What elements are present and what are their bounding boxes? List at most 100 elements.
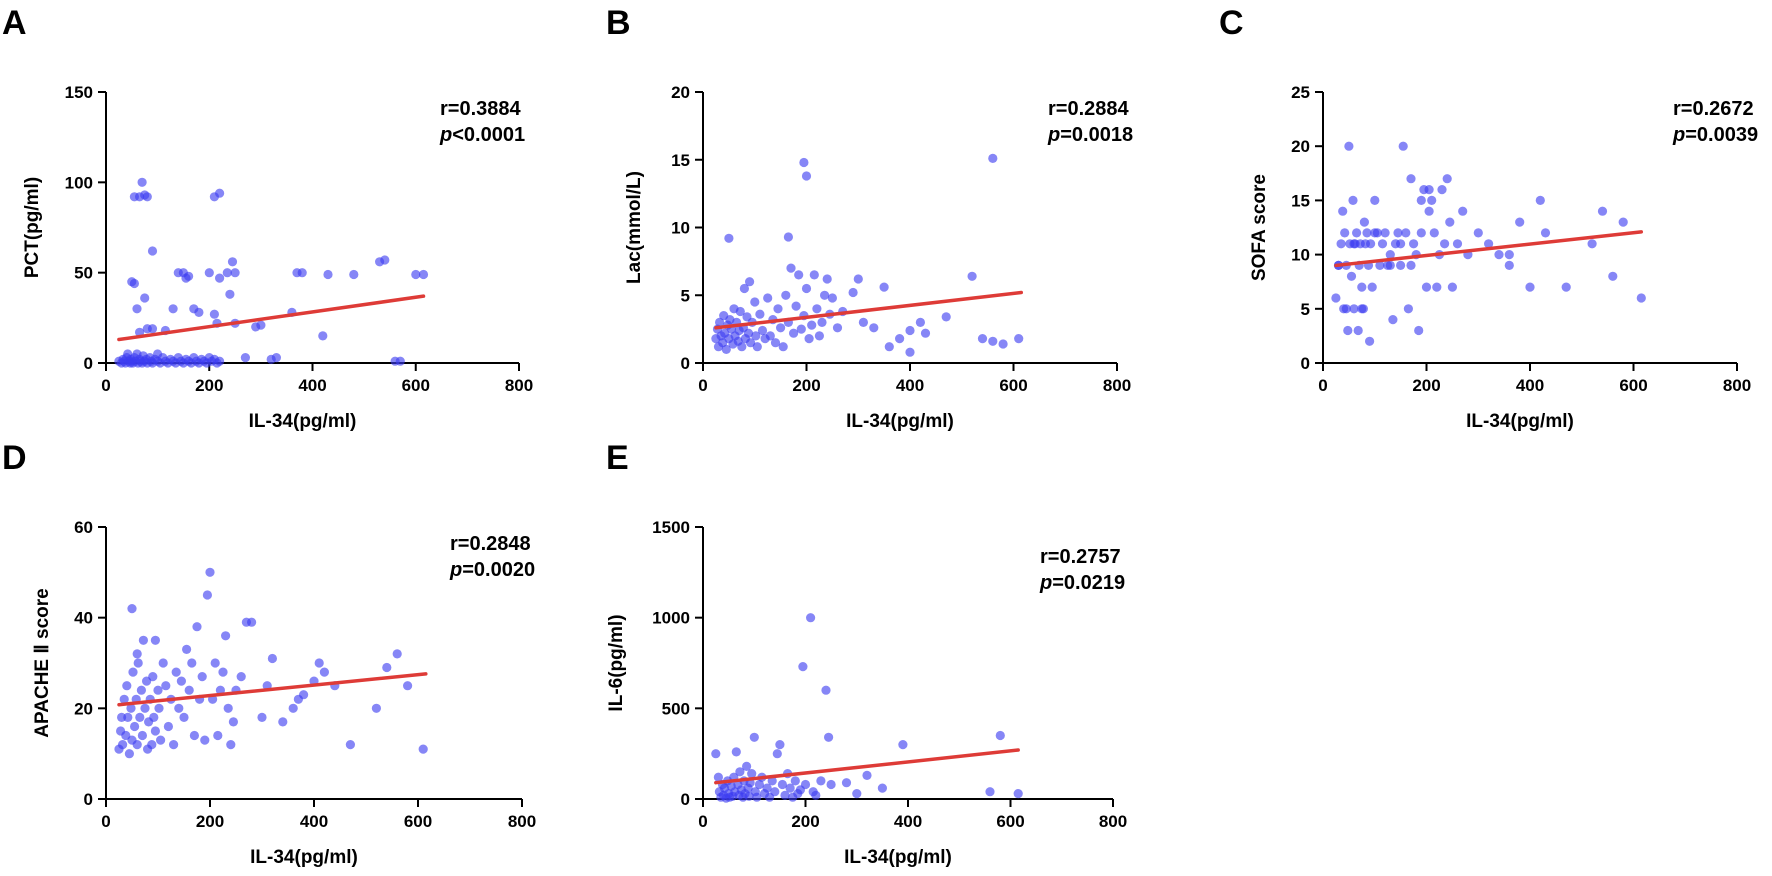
data-point <box>1398 141 1408 151</box>
y-tick-label: 40 <box>74 609 93 628</box>
r-value: r=0.2757 <box>1040 546 1121 568</box>
data-point <box>236 672 246 682</box>
data-point <box>1357 282 1367 292</box>
data-point <box>138 635 148 645</box>
x-axis-label: IL-34(pg/ml) <box>1466 411 1574 432</box>
data-point <box>1331 293 1341 303</box>
data-point <box>1362 228 1372 238</box>
data-point <box>735 306 745 317</box>
data-point <box>210 658 220 668</box>
data-point <box>1442 174 1452 184</box>
data-point <box>811 790 821 801</box>
data-point <box>392 649 402 659</box>
data-point <box>848 287 858 298</box>
data-point <box>988 153 998 163</box>
data-point <box>137 177 147 187</box>
data-point <box>1396 260 1406 270</box>
y-axis-label: Lac(mmol/L) <box>624 171 645 284</box>
data-point <box>169 740 179 750</box>
data-point <box>798 662 808 672</box>
data-point <box>1432 282 1442 292</box>
regression-line <box>714 290 1024 330</box>
data-point <box>1452 239 1463 249</box>
data-point <box>804 334 814 344</box>
x-tick-label: 800 <box>505 376 533 395</box>
data-point <box>182 644 192 655</box>
x-tick-label: 0 <box>1318 376 1327 395</box>
x-tick-label: 200 <box>1412 376 1440 395</box>
x-tick-label: 400 <box>1516 376 1544 395</box>
data-point <box>227 257 238 267</box>
data-point <box>205 567 215 577</box>
data-point <box>743 328 754 338</box>
data-point <box>746 338 756 348</box>
data-point <box>711 749 721 759</box>
data-point <box>1458 206 1468 216</box>
data-point <box>215 685 225 695</box>
data-point <box>786 263 796 273</box>
x-tick-label: 600 <box>404 812 432 831</box>
data-point <box>809 270 819 280</box>
x-axis-label: IL-34(pg/ml) <box>249 411 357 432</box>
data-point <box>1338 206 1348 216</box>
data-point <box>1366 239 1376 249</box>
x-tick-label: 600 <box>999 376 1027 395</box>
data-point <box>221 631 231 641</box>
y-tick-label: 0 <box>681 790 690 809</box>
data-point <box>1403 304 1413 314</box>
data-point <box>163 721 173 732</box>
y-axis-label: APACHE Ⅱ score <box>32 588 53 737</box>
data-point <box>967 271 977 281</box>
data-point <box>905 347 915 357</box>
data-point <box>158 658 168 668</box>
x-tick-label: 800 <box>1723 376 1751 395</box>
data-point <box>318 331 328 341</box>
data-point <box>772 749 782 759</box>
p-label: p <box>439 124 452 146</box>
data-point <box>1416 228 1426 238</box>
data-point <box>941 312 951 322</box>
data-point <box>877 783 888 793</box>
data-point <box>1535 195 1545 205</box>
data-point <box>988 336 998 346</box>
data-point <box>1367 282 1377 292</box>
data-point <box>1385 250 1395 260</box>
data-point <box>142 192 152 202</box>
data-point <box>800 779 811 790</box>
y-tick-label: 0 <box>84 790 93 809</box>
y-tick-label: 15 <box>1291 191 1310 210</box>
data-point <box>1608 271 1618 281</box>
data-point <box>1341 304 1351 314</box>
data-point <box>1494 250 1504 260</box>
data-point <box>174 703 184 713</box>
data-point <box>895 334 905 344</box>
x-tick-label: 200 <box>195 376 223 395</box>
data-point <box>775 740 785 750</box>
p-value-text: p=0.0018 <box>1047 124 1133 146</box>
data-point <box>135 712 145 723</box>
data-point <box>1343 325 1353 336</box>
y-tick-label: 20 <box>1291 137 1310 156</box>
y-tick-label: 60 <box>74 518 93 537</box>
panel-b: B 0 200 400 600 800 0 5 10 15 20 IL-34(pg/ml) Lac(mm… <box>606 4 1133 432</box>
data-point <box>153 685 163 695</box>
data-point <box>832 323 843 333</box>
x-tick-label: 400 <box>894 812 922 831</box>
y-tick-label: 0 <box>84 354 93 373</box>
data-point <box>150 726 160 736</box>
data-point <box>226 740 236 750</box>
data-point <box>128 667 138 677</box>
data-point <box>371 703 381 713</box>
p-label: p <box>449 559 462 581</box>
data-point <box>820 290 830 300</box>
data-point <box>184 271 194 281</box>
data-point <box>790 776 800 786</box>
data-point <box>1406 260 1416 270</box>
data-point <box>132 740 142 750</box>
x-tick-label: 800 <box>1103 376 1131 395</box>
data-point <box>742 761 752 772</box>
data-point <box>1540 228 1551 238</box>
data-point <box>215 188 225 198</box>
data-point <box>1401 228 1411 238</box>
data-point <box>299 690 309 700</box>
